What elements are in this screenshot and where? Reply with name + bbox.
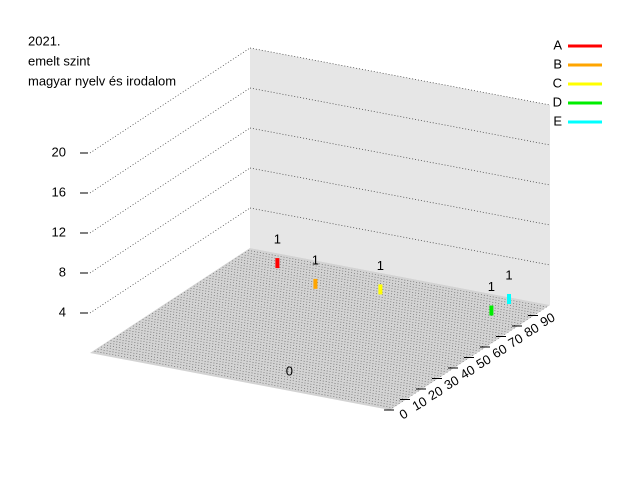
- bar: [507, 293, 511, 304]
- x-tick-label: 90: [537, 309, 557, 329]
- x-tick-label: 0: [397, 406, 411, 423]
- bar: [378, 284, 383, 295]
- legend-label: E: [553, 113, 562, 128]
- grid-line: [89, 47, 251, 154]
- x-tick-label: 40: [457, 362, 477, 382]
- value-label: 1: [488, 279, 495, 294]
- x-tick-label: 60: [489, 341, 509, 361]
- grid-line: [89, 167, 251, 274]
- title-line: emelt szint: [28, 53, 91, 68]
- grid-line: [89, 207, 251, 314]
- bar: [489, 305, 494, 316]
- floor: [90, 248, 550, 410]
- z-tick-label: 12: [52, 224, 66, 239]
- grid-line: [89, 87, 251, 194]
- legend-label: A: [553, 37, 562, 52]
- z-tick-label: 20: [52, 144, 66, 159]
- x-tick-label: 30: [441, 372, 461, 392]
- value-label: 1: [312, 252, 319, 267]
- grid-line: [89, 127, 251, 234]
- value-label: 1: [274, 232, 281, 247]
- x-tick-label: 20: [425, 383, 445, 403]
- x-tick-label: 70: [505, 330, 525, 350]
- x-tick-label: 50: [473, 351, 493, 371]
- annotation: 0: [286, 363, 293, 378]
- bar: [313, 278, 318, 289]
- legend-label: D: [553, 94, 562, 109]
- x-tick-label: 80: [521, 320, 541, 340]
- value-label: 1: [377, 258, 384, 273]
- back-wall: [250, 48, 550, 305]
- legend-label: C: [553, 75, 562, 90]
- bar: [275, 258, 280, 269]
- z-tick-label: 16: [52, 184, 66, 199]
- legend-label: B: [553, 56, 562, 71]
- z-tick-label: 8: [59, 264, 66, 279]
- value-label: 1: [505, 267, 512, 282]
- x-tick-label: 10: [409, 393, 429, 413]
- z-tick-label: 4: [59, 304, 66, 319]
- title-line: magyar nyelv és irodalom: [28, 73, 176, 88]
- title-line: 2021.: [28, 33, 61, 48]
